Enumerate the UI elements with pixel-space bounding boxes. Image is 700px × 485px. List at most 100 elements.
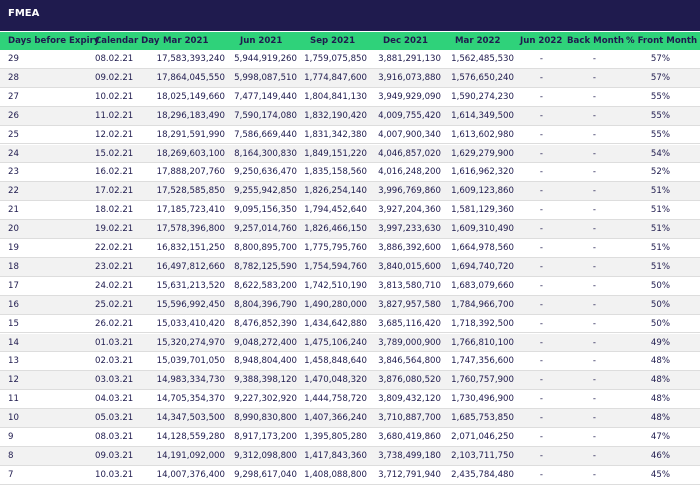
table-cell: 10 [8,409,19,427]
table-cell: 01.03.21 [95,334,133,352]
table-cell: 8,990,830,800 [234,409,297,427]
table-cell: 1,826,254,140 [304,182,367,200]
table-cell: 29 [8,50,19,68]
table-cell: 12.02.21 [95,126,133,144]
table-cell: 04.03.21 [95,390,133,408]
table-cell: 55% [651,126,670,144]
table-cell: 09.03.21 [95,447,133,465]
table-cell: - [593,447,596,465]
table-cell: 49% [651,334,670,352]
table-cell: - [540,163,543,181]
table-cell: 3,916,073,880 [378,69,441,87]
table-cell: 1,760,757,900 [451,371,514,389]
table-cell: 48% [651,409,670,427]
table-title: FMEA [8,8,39,19]
table-cell: - [593,220,596,238]
table-cell: 1,562,485,530 [451,50,514,68]
table-cell: 57% [651,50,670,68]
table-cell: 1,730,496,900 [451,390,514,408]
table-cell: 45% [651,466,670,484]
table-cell: 12 [8,371,19,389]
table-cell: 19.02.21 [95,220,133,238]
table-cell: - [540,296,543,314]
table-cell: - [540,50,543,68]
table-cell: - [540,220,543,238]
table-cell: 3,710,887,700 [378,409,441,427]
table-cell: - [593,239,596,257]
table-cell: 17 [8,277,19,295]
table-cell: - [593,145,596,163]
table-cell: 1,470,048,320 [304,371,367,389]
column-header: Jun 2021 [240,32,282,50]
table-cell: - [540,126,543,144]
table-cell: - [593,69,596,87]
table-cell: 11.02.21 [95,107,133,125]
table-cell: - [540,239,543,257]
table-cell: 13 [8,352,19,370]
table-cell: 15,631,213,520 [157,277,225,295]
table-row: 2118.02.2117,185,723,4109,095,156,3501,7… [0,201,700,220]
table-cell: 3,813,580,710 [378,277,441,295]
table-cell: - [540,334,543,352]
column-header: Days before Expiry [8,32,99,50]
table-cell: 2,071,046,250 [451,428,514,446]
table-cell: 05.03.21 [95,409,133,427]
table-cell: 8 [8,447,13,465]
table-cell: 3,996,769,860 [378,182,441,200]
table-cell: 4,009,755,420 [378,107,441,125]
table-cell: 14,705,354,370 [157,390,225,408]
table-cell: 1,784,966,700 [451,296,514,314]
table-cell: 1,417,843,360 [304,447,367,465]
table-cell: 7,590,174,080 [234,107,297,125]
table-row: 2316.02.2117,888,207,7609,250,636,4701,8… [0,163,700,182]
table-cell: 18,269,603,100 [157,145,225,163]
table-cell: 1,794,452,640 [304,201,367,219]
table-cell: 51% [651,201,670,219]
table-cell: 10.02.21 [95,88,133,106]
table-cell: 15,596,992,450 [157,296,225,314]
table-cell: 18.02.21 [95,201,133,219]
header-row: Days before ExpiryCalendar DayMar 2021Ju… [0,32,700,50]
table-cell: 1,849,151,220 [304,145,367,163]
table-cell: 26 [8,107,19,125]
table-cell: - [593,334,596,352]
table-cell: 8,164,300,830 [234,145,297,163]
table-cell: - [540,428,543,446]
table-row: 1922.02.2116,832,151,2508,800,895,7001,7… [0,239,700,258]
table-cell: - [593,466,596,484]
table-cell: - [540,466,543,484]
table-cell: 3,827,957,580 [378,296,441,314]
table-cell: 08.03.21 [95,428,133,446]
table-cell: 50% [651,315,670,333]
table-row: 2415.02.2118,269,603,1008,164,300,8301,8… [0,145,700,164]
table-cell: 15 [8,315,19,333]
table-cell: 25.02.21 [95,296,133,314]
table-cell: 19 [8,239,19,257]
column-header: Sep 2021 [310,32,355,50]
table-cell: 15,033,410,420 [157,315,225,333]
table-cell: 25 [8,126,19,144]
table-row: 1401.03.2115,320,274,9709,048,272,4001,4… [0,334,700,353]
table-cell: 1,475,106,240 [304,334,367,352]
table-cell: 1,576,650,240 [451,69,514,87]
table-cell: 17,864,045,550 [157,69,225,87]
table-cell: 9,388,398,120 [234,371,297,389]
table-cell: 9,312,098,800 [234,447,297,465]
table-cell: - [540,69,543,87]
table-cell: 5,944,919,260 [234,50,297,68]
table-row: 2512.02.2118,291,591,9907,586,669,4401,8… [0,126,700,145]
table-cell: 9,227,302,920 [234,390,297,408]
table-cell: - [540,447,543,465]
table-cell: 18,296,183,490 [157,107,225,125]
table-cell: 55% [651,107,670,125]
table-cell: 1,826,466,150 [304,220,367,238]
table-row: 1526.02.2115,033,410,4208,476,852,3901,4… [0,315,700,334]
table-cell: 1,694,740,720 [451,258,514,276]
table-cell: 9 [8,428,13,446]
table-cell: - [593,296,596,314]
table-cell: 51% [651,258,670,276]
table-cell: 1,434,642,880 [304,315,367,333]
table-cell: 1,407,366,240 [304,409,367,427]
table-cell: 48% [651,371,670,389]
